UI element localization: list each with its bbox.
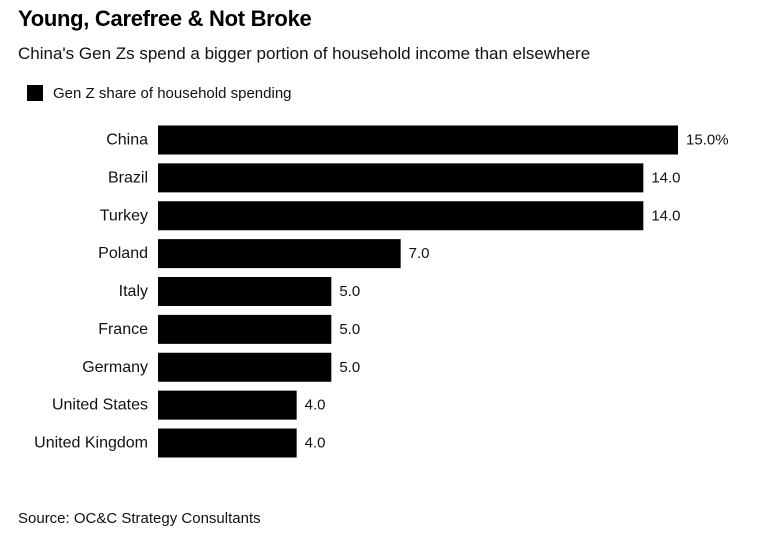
bar-united-kingdom	[158, 428, 297, 458]
source-note: Source: OC&C Strategy Consultants	[18, 510, 261, 527]
category-label-poland: Poland	[98, 245, 148, 262]
bar-brazil	[158, 163, 644, 193]
value-label-brazil: 14.0	[651, 169, 680, 186]
chart-title: Young, Carefree & Not Broke	[18, 6, 312, 31]
value-label-united-states: 4.0	[305, 397, 326, 414]
category-label-brazil: Brazil	[108, 169, 148, 186]
bar-china	[158, 125, 678, 155]
chart-legend: Gen Z share of household spending	[27, 84, 292, 102]
category-label-united-states: United States	[52, 397, 148, 414]
category-label-united-kingdom: United Kingdom	[34, 435, 148, 452]
bar-united-states	[158, 390, 297, 420]
value-label-united-kingdom: 4.0	[305, 435, 326, 452]
bar-germany	[158, 352, 332, 382]
value-label-italy: 5.0	[339, 283, 360, 300]
value-label-poland: 7.0	[409, 245, 430, 262]
legend-swatch	[27, 85, 43, 101]
value-label-france: 5.0	[339, 321, 360, 338]
value-label-turkey: 14.0	[651, 207, 680, 224]
category-label-france: France	[98, 321, 148, 338]
chart-subtitle: China's Gen Zs spend a bigger portion of…	[18, 44, 591, 63]
value-label-china: 15.0%	[686, 132, 729, 149]
category-label-turkey: Turkey	[100, 207, 148, 224]
bar-turkey	[158, 201, 644, 231]
legend-label: Gen Z share of household spending	[53, 84, 292, 102]
bar-france	[158, 314, 332, 344]
bar-poland	[158, 239, 401, 269]
category-label-italy: Italy	[119, 283, 148, 300]
category-label-germany: Germany	[82, 359, 148, 376]
category-label-china: China	[106, 132, 148, 149]
bar-italy	[158, 277, 332, 306]
value-label-germany: 5.0	[339, 359, 360, 376]
